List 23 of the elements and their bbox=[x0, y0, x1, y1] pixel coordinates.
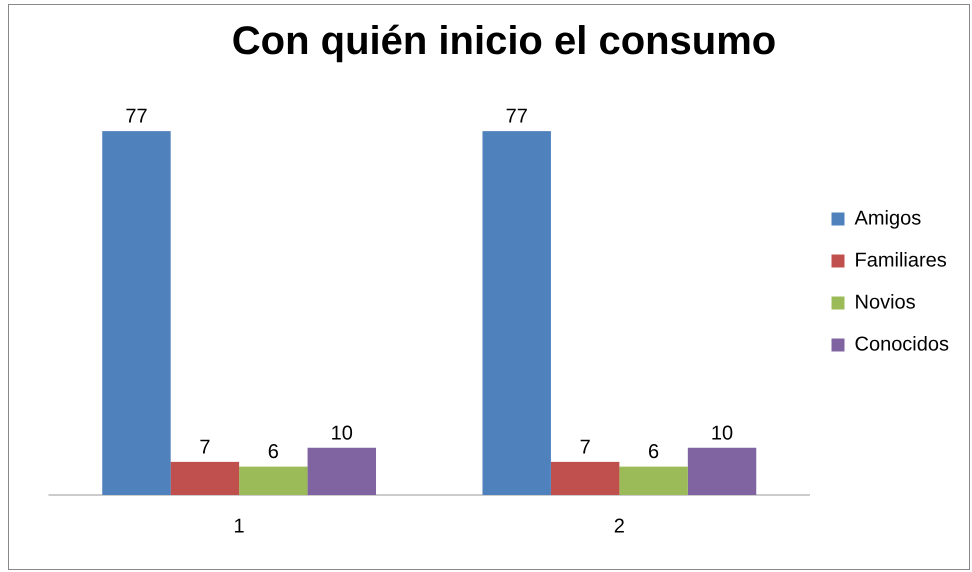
data-label: 10 bbox=[710, 422, 734, 444]
bar bbox=[619, 466, 688, 495]
x-tick-label: 1 bbox=[234, 516, 245, 538]
legend-label: Familiares bbox=[854, 250, 947, 272]
legend-label: Novios bbox=[854, 292, 916, 314]
data-label: 77 bbox=[125, 106, 148, 128]
x-tick-label: 2 bbox=[614, 516, 625, 538]
data-label: 77 bbox=[506, 106, 528, 128]
bar bbox=[550, 462, 620, 495]
bar bbox=[688, 448, 756, 495]
bar bbox=[308, 448, 376, 495]
legend-label: Conocidos bbox=[854, 334, 950, 356]
bar bbox=[102, 131, 171, 495]
bar bbox=[239, 466, 308, 495]
data-label: 7 bbox=[199, 436, 210, 458]
chart-title: Con quién inicio el consumo bbox=[232, 19, 776, 64]
data-label: 6 bbox=[268, 441, 279, 464]
bar bbox=[482, 131, 551, 495]
data-label: 7 bbox=[580, 436, 591, 458]
data-label: 6 bbox=[648, 441, 660, 464]
data-label: 10 bbox=[330, 422, 353, 444]
bar bbox=[170, 462, 240, 495]
legend-label: Amigos bbox=[854, 208, 922, 230]
